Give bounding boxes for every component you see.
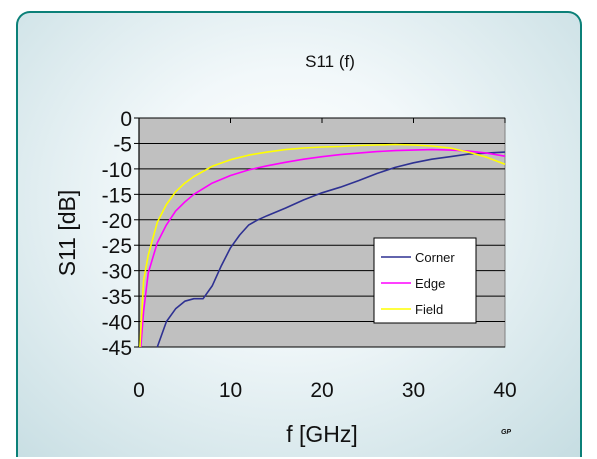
chart-legend: Corner Edge Field <box>373 237 477 324</box>
x-tick-label: 10 <box>219 379 242 402</box>
legend-box <box>373 237 477 324</box>
y-tick-label: -10 <box>102 159 132 182</box>
series-line-field <box>139 143 506 348</box>
y-tick-label: -30 <box>102 261 132 284</box>
chart-frame: S11 (f) 0 -5 -10 -15 -20 -25 -30 -35 -40 -45 0 10 2… <box>16 11 582 457</box>
series-line-edge <box>140 148 506 348</box>
series-line-corner <box>156 151 506 348</box>
chart-title: S11 (f) <box>305 52 355 71</box>
y-tick-label: -25 <box>102 235 132 258</box>
y-tick-label: -35 <box>102 286 132 309</box>
legend-label-corner: Corner <box>415 250 455 265</box>
chart-svg: S11 (f) 0-5-10-15-20-25-30-35-40-45 0 10 2… <box>54 52 517 447</box>
y-tick-label: -15 <box>102 184 132 207</box>
x-tick-label: 20 <box>310 379 333 402</box>
watermark-logo: GP <box>501 429 511 436</box>
y-tick-label: 0 <box>120 108 132 131</box>
y-tick-label: -45 <box>102 337 132 360</box>
x-tick-label: 40 <box>493 379 516 402</box>
y-tick-label: -40 <box>102 312 132 335</box>
x-axis-label: f [GHz] <box>286 421 358 447</box>
legend-label-edge: Edge <box>415 276 445 291</box>
x-tick-label: 0 <box>133 379 145 402</box>
x-tick-label: 30 <box>402 379 425 402</box>
legend-label-field: Field <box>415 302 443 317</box>
y-tick-label: -5 <box>113 133 132 156</box>
y-axis-label: S11 [dB] <box>54 190 80 277</box>
y-tick-label: -20 <box>102 210 132 233</box>
